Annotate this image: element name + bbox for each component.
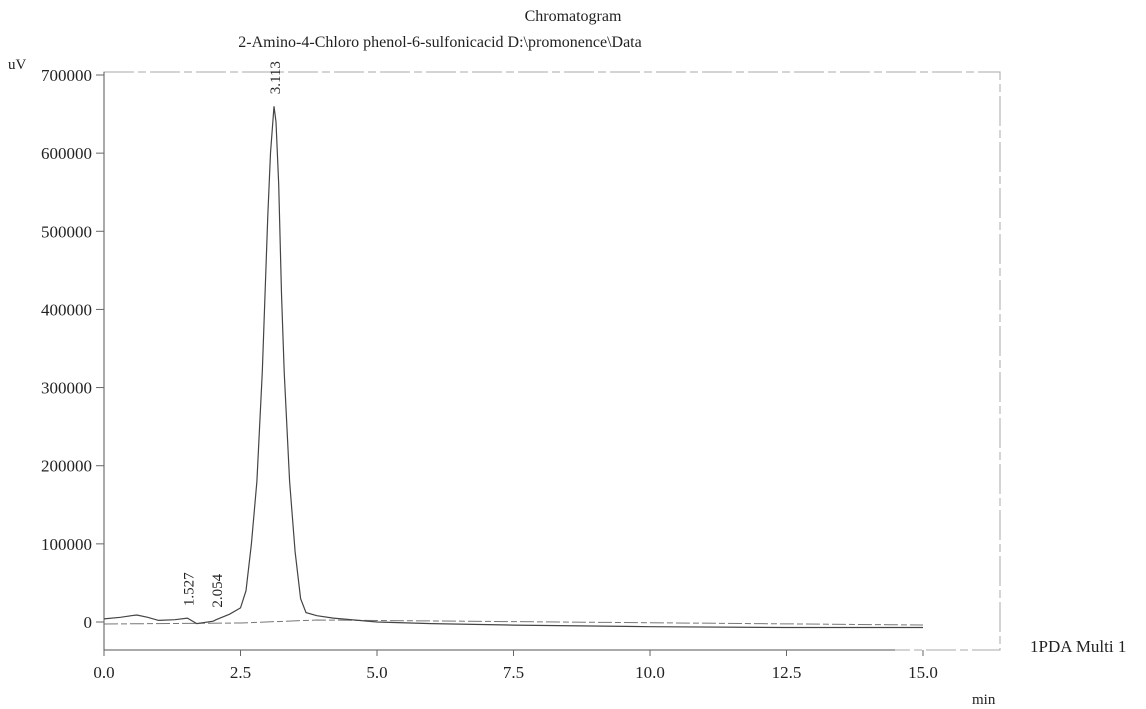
x-tick-label: 2.5 — [230, 663, 251, 682]
y-tick-label: 0 — [84, 613, 93, 632]
x-tick-label: 0.0 — [93, 663, 114, 682]
x-tick-label: 15.0 — [908, 663, 938, 682]
y-tick-label: 400000 — [41, 300, 92, 319]
peak-label: 2.054 — [210, 573, 226, 607]
x-axis-unit: min — [972, 692, 996, 708]
peak-label: 3.113 — [268, 61, 284, 94]
y-tick-label: 700000 — [41, 66, 92, 85]
peak-label-group: 1.527 2.054 3.113 — [181, 61, 284, 608]
x-tick-label: 7.5 — [503, 663, 524, 682]
legend-series-name: 1PDA Multi 1 — [1030, 637, 1126, 656]
x-tick-group: 0.0 2.5 5.0 7.5 10.0 12.5 15.0 — [93, 650, 938, 682]
x-tick-label: 5.0 — [366, 663, 387, 682]
baseline-trace — [103, 619, 924, 626]
x-tick-label: 12.5 — [772, 663, 802, 682]
series-trace-1PDA-Multi-1 — [103, 106, 923, 629]
chart-subtitle: 2-Amino-4-Chloro phenol-6-sulfonicacid D… — [238, 34, 641, 51]
y-axis-unit: uV — [8, 57, 27, 73]
plot-frame — [103, 71, 1001, 651]
y-tick-label: 600000 — [41, 144, 92, 163]
chart-title: Chromatogram — [525, 8, 622, 25]
y-tick-label: 200000 — [41, 457, 92, 476]
y-tick-label: 300000 — [41, 379, 92, 398]
x-tick-label: 10.0 — [635, 663, 665, 682]
y-tick-label: 500000 — [41, 222, 92, 241]
peak-label: 1.527 — [181, 572, 197, 606]
y-tick-group: 700000 600000 500000 400000 300000 200000 1000… — [41, 66, 104, 632]
y-tick-label: 100000 — [41, 535, 92, 554]
